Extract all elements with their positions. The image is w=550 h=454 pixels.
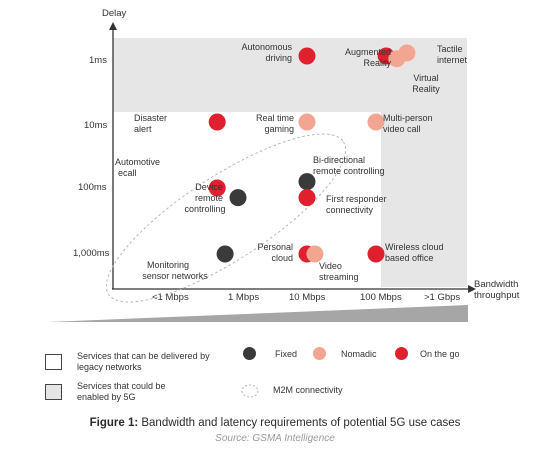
- legend-fixed-text: Fixed: [275, 349, 298, 359]
- point-disaster-alert: [208, 113, 226, 131]
- x-tick-lt1: <1 Mbps: [152, 292, 189, 303]
- figure-caption: Figure 1: Bandwidth and latency requirem…: [0, 417, 550, 429]
- label-monitoring-sensor: Monitoring sensor networks: [142, 260, 208, 281]
- label-automotive-ecall: Automotive ecall: [115, 157, 160, 178]
- legend-nomadic-text: Nomadic: [341, 349, 377, 359]
- x-tick-1: 1 Mbps: [228, 292, 259, 303]
- label-disaster-alert: Disaster alert: [134, 113, 167, 134]
- legend-legacy-swatch: [45, 354, 62, 370]
- legend-nomadic-dot: [313, 347, 326, 360]
- label-bi-directional: Bi-directional remote controlling: [313, 155, 385, 176]
- x-tick-100: 100 Mbps: [360, 292, 402, 303]
- legend-5g-swatch: [45, 384, 62, 400]
- label-virtual-reality: Virtual Reality: [412, 73, 440, 94]
- y-tick-10ms: 10ms: [84, 120, 107, 131]
- point-automotive-ecall: [208, 179, 226, 197]
- y-tick-100ms: 100ms: [78, 182, 107, 193]
- label-multi-person-video-call: Multi-person video call: [383, 113, 433, 134]
- point-monitoring-sensor-networks: [216, 245, 234, 263]
- x-axis-title-line2: throughput: [474, 290, 520, 301]
- legend-5g-text: Services that could be enabled by 5G: [77, 381, 166, 402]
- data-points: [208, 44, 416, 263]
- figure-title: Bandwidth and latency requirements of po…: [138, 417, 461, 429]
- label-autonomous-driving: Autonomous driving: [241, 42, 292, 63]
- label-video-streaming: Video streaming: [319, 261, 359, 282]
- legend-m2m-text: M2M connectivity: [273, 385, 343, 395]
- legend-onthego-text: On the go: [420, 349, 460, 359]
- point-bi-directional-remote-controlling: [298, 173, 316, 191]
- label-tactile-internet: Tactile internet: [437, 44, 468, 65]
- legend-onthego-dot: [395, 347, 408, 360]
- y-tick-1ms: 1ms: [89, 55, 107, 66]
- y-axis-title: Delay: [102, 8, 127, 19]
- label-device-remote-controlling: Device remote controlling: [184, 182, 225, 214]
- fiveg-region: [113, 38, 467, 287]
- figure-source: Source: GSMA Intelligence: [215, 433, 335, 444]
- m2m-legend-icon: [241, 384, 259, 398]
- point-tactile-internet: [398, 44, 416, 62]
- point-first-responder-connectivity: [298, 189, 316, 207]
- point-device-remote-controlling: [229, 189, 247, 207]
- x-tick-10: 10 Mbps: [289, 292, 326, 303]
- label-real-time-gaming: Real time gaming: [256, 113, 294, 134]
- x-axis-title-line1: Bandwidth: [474, 279, 518, 290]
- point-labels: Autonomous driving Augmented Reality Virtu…: [115, 42, 468, 282]
- x-tick-gt1g: >1 Gbps: [424, 292, 460, 303]
- label-augmented-reality: Augmented Reality: [345, 47, 392, 68]
- figure-number: Figure 1:: [89, 417, 139, 429]
- point-real-time-gaming: [298, 113, 316, 131]
- point-video-streaming: [306, 245, 324, 263]
- m2m-ellipse: [105, 133, 347, 303]
- y-tick-1000ms: 1,000ms: [73, 248, 110, 259]
- point-multi-person-video-call: [367, 113, 385, 131]
- label-wireless-cloud: Wireless cloud based office: [385, 242, 444, 263]
- label-first-responder: First responder connectivity: [326, 194, 387, 215]
- label-personal-cloud: Personal cloud: [257, 242, 293, 263]
- legend-legacy-text: Services that can be delivered by legacy…: [77, 351, 210, 372]
- point-wireless-cloud-based-office: [367, 245, 385, 263]
- legend-fixed-dot: [243, 347, 256, 360]
- throughput-wedge: [48, 305, 468, 322]
- point-autonomous-driving: [298, 47, 316, 65]
